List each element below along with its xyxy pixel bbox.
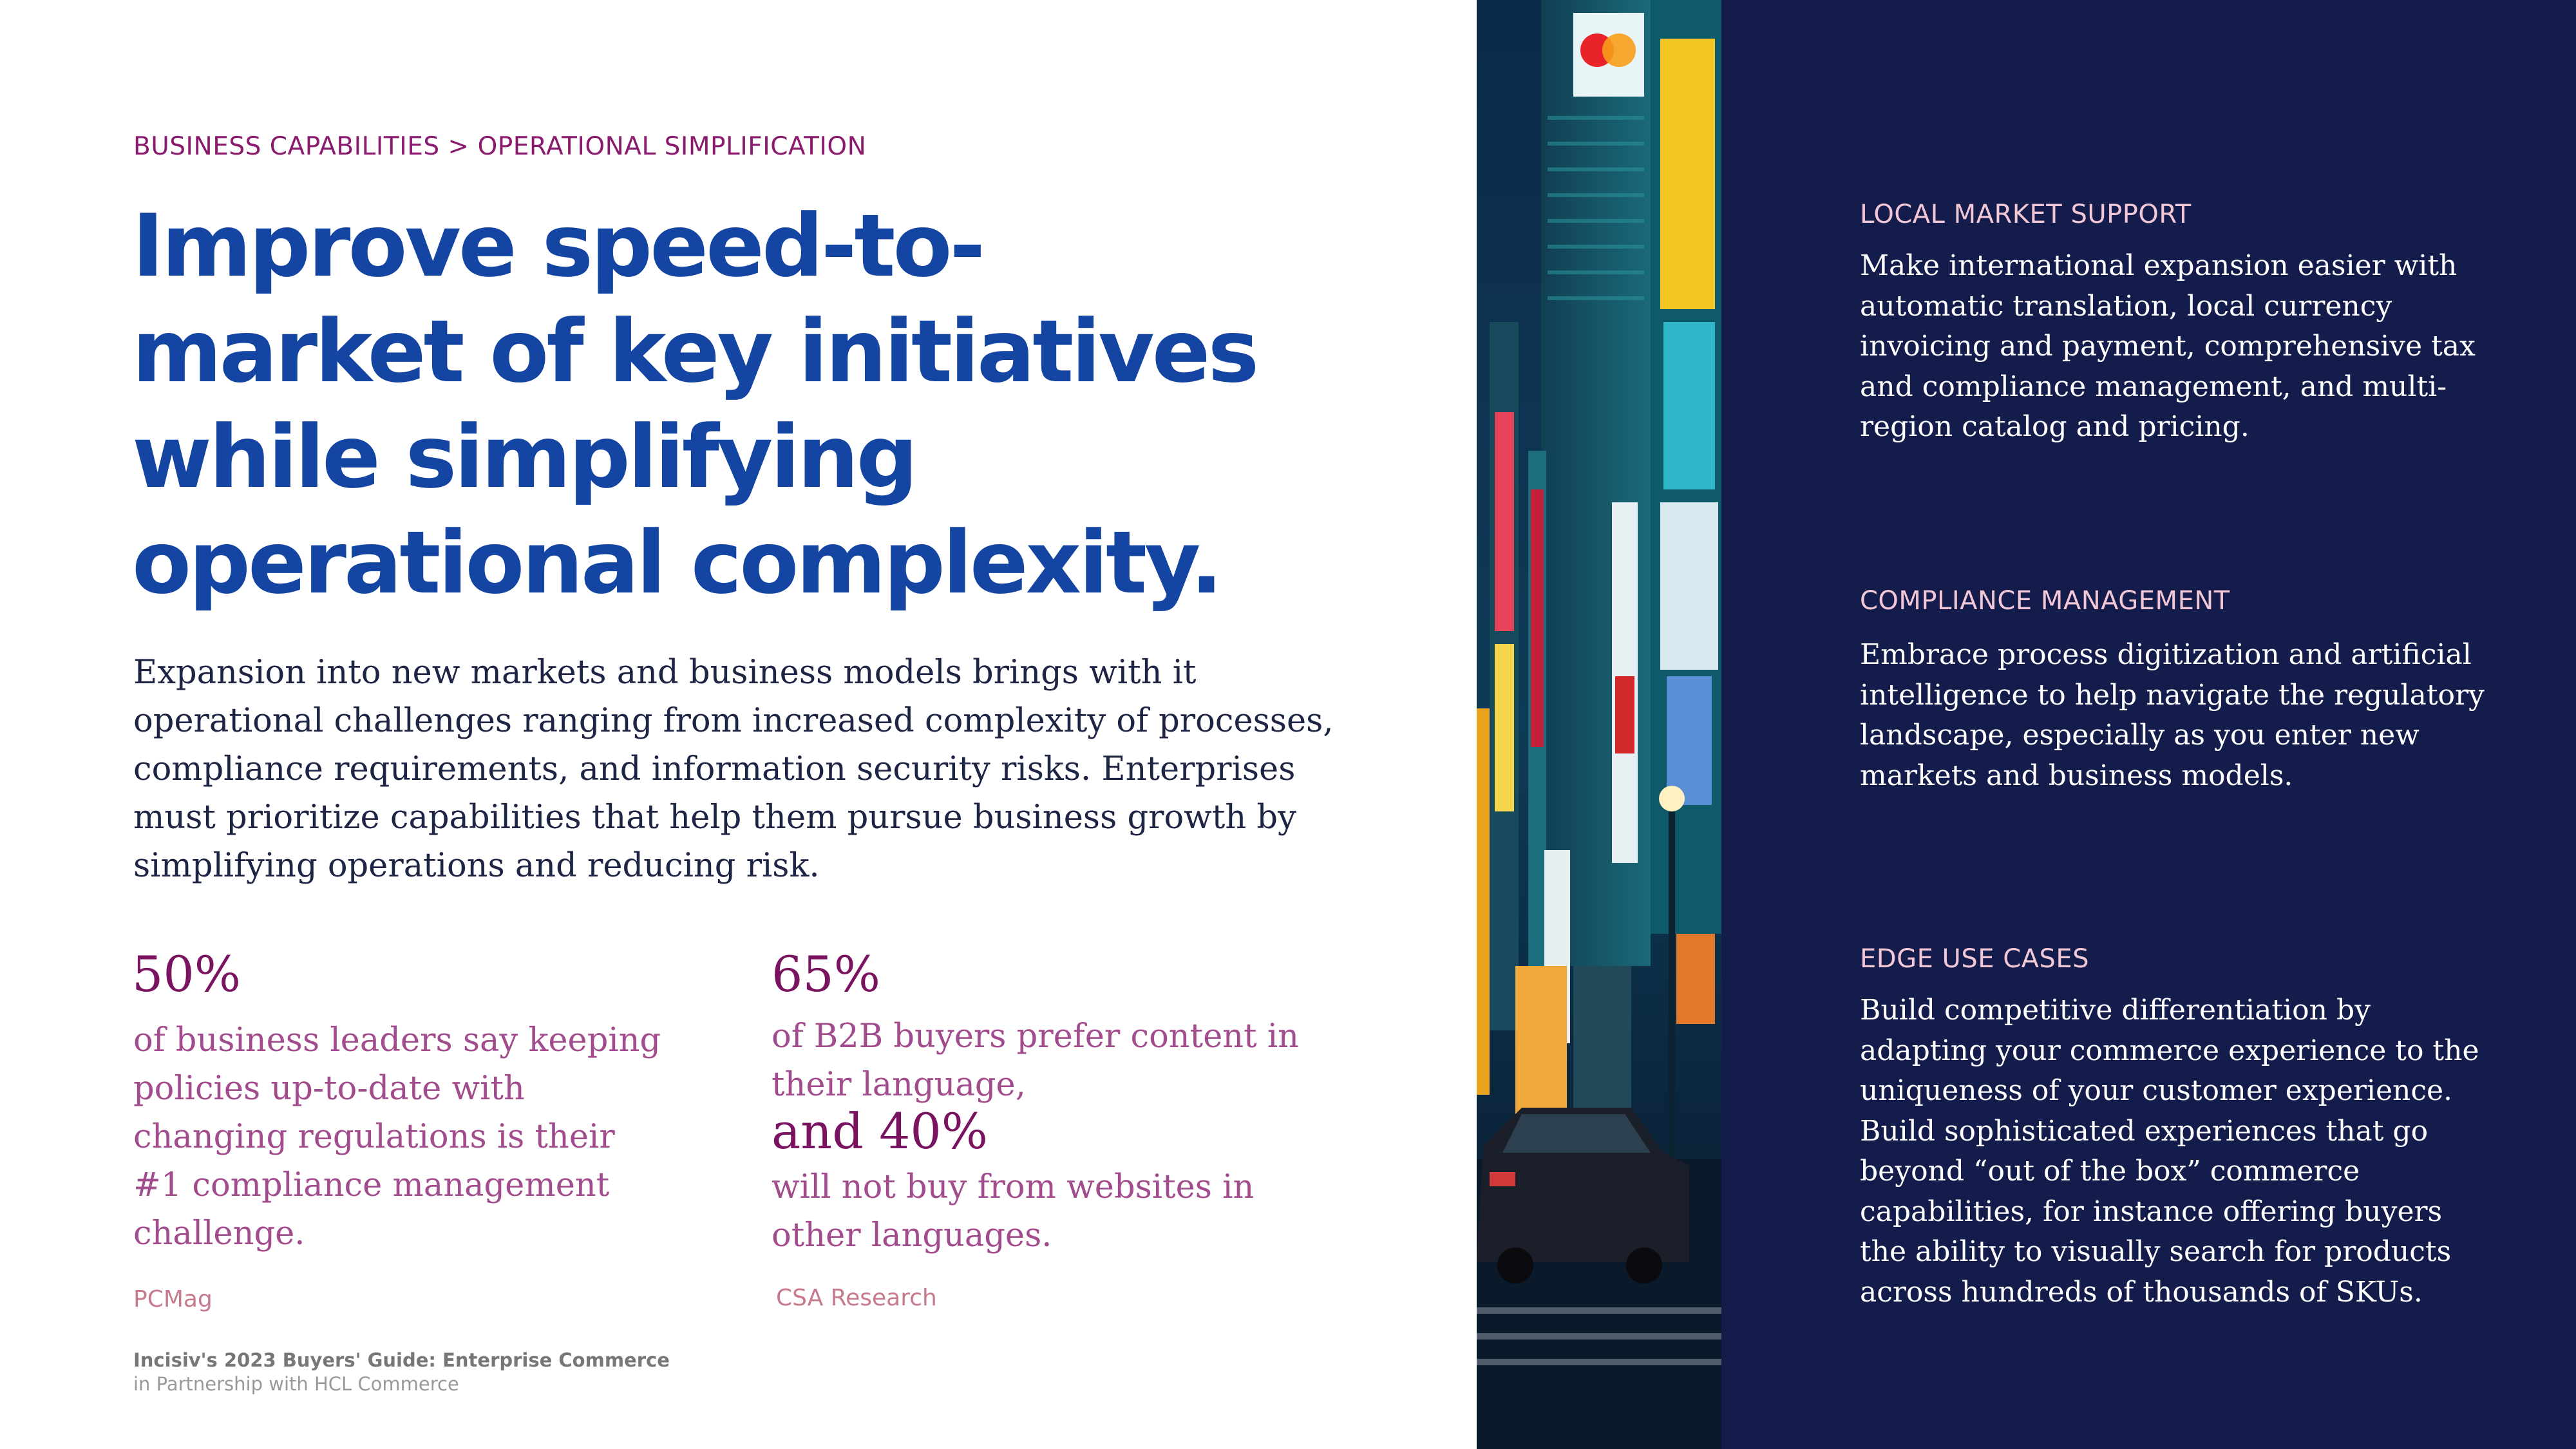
stat-value-right: 65% (772, 945, 880, 1003)
intro-line: simplifying operations and reducing risk… (133, 847, 820, 885)
section-line: invoicing and payment, comprehensive tax (1860, 330, 2476, 363)
page-title: Improve speed-to- market of key initiati… (132, 193, 1356, 616)
stat-line: other languages. (772, 1217, 1052, 1255)
section-body-edge-use-cases: Build competitive differentiation by ada… (1860, 990, 2479, 1312)
intro-line: must prioritize capabilities that help t… (133, 799, 1296, 837)
section-line: across hundreds of thousands of SKUs. (1860, 1275, 2423, 1309)
stat-line: policies up-to-date with (133, 1070, 525, 1108)
stat-line: of B2B buyers prefer content in (772, 1018, 1300, 1056)
section-title-edge-use-cases: EDGE USE CASES (1860, 944, 2090, 974)
section-line: the ability to visually search for produ… (1860, 1235, 2452, 1268)
stat-line: their language, (772, 1066, 1026, 1104)
headline-line: while simplifying (132, 407, 918, 507)
intro-line: compliance requirements, and information… (133, 750, 1296, 788)
section-line: Embrace process digitization and artific… (1860, 638, 2472, 671)
footer-publication: Incisiv's 2023 Buyers' Guide: Enterprise… (133, 1349, 670, 1371)
section-title-local-market-support: LOCAL MARKET SUPPORT (1860, 200, 2192, 229)
stat-line: of business leaders say keeping (133, 1021, 661, 1059)
section-body-compliance-management: Embrace process digitization and artific… (1860, 635, 2485, 796)
section-line: and compliance management, and multi- (1860, 370, 2447, 403)
headline-line: market of key initiatives (132, 301, 1259, 402)
section-line: landscape, especially as you enter new (1860, 719, 2420, 752)
breadcrumb: BUSINESS CAPABILITIES > OPERATIONAL SIMP… (133, 132, 867, 161)
stat-line: #1 compliance management (133, 1166, 610, 1204)
intro-line: operational challenges ranging from incr… (133, 702, 1334, 740)
headline-line: Improve speed-to- (132, 196, 985, 296)
section-title-compliance-management: COMPLIANCE MANAGEMENT (1860, 586, 2230, 616)
intro-line: Expansion into new markets and business … (133, 654, 1197, 692)
section-line: Build competitive differentiation by (1860, 994, 2371, 1027)
intro-paragraph: Expansion into new markets and business … (133, 649, 1338, 890)
section-line: markets and business models. (1860, 759, 2293, 792)
capabilities-panel: LOCAL MARKET SUPPORT Make international … (1721, 0, 2576, 1449)
section-line: capabilities, for instance offering buye… (1860, 1195, 2443, 1228)
section-line: adapting your commerce experience to the (1860, 1034, 2479, 1067)
stat-text-right-b: will not buy from websites in other lang… (772, 1163, 1254, 1260)
stat-line: changing regulations is their (133, 1118, 615, 1156)
section-line: Build sophisticated experiences that go (1860, 1114, 2429, 1148)
stat-line: challenge. (133, 1215, 305, 1253)
section-line: intelligence to help navigate the regula… (1860, 678, 2485, 712)
stat-source-right: CSA Research (776, 1285, 937, 1311)
stat-value-left: 50% (132, 945, 241, 1003)
section-line: beyond “out of the box” commerce (1860, 1155, 2360, 1188)
section-line: uniqueness of your customer experience. (1860, 1074, 2453, 1107)
city-street-photo (1477, 0, 1721, 1449)
section-body-local-market-support: Make international expansion easier with… (1860, 246, 2476, 448)
stat-line: will not buy from websites in (772, 1168, 1255, 1206)
stat-text-right-a: of B2B buyers prefer content in their la… (772, 1012, 1299, 1109)
stat-source-left: PCMag (133, 1286, 213, 1312)
section-line: region catalog and pricing. (1860, 410, 2249, 443)
headline-line: operational complexity. (132, 513, 1223, 613)
section-line: Make international expansion easier with (1860, 249, 2458, 282)
stat-value-right-b: and 40% (772, 1103, 988, 1160)
section-line: automatic translation, local currency (1860, 289, 2392, 323)
footer-partnership: in Partnership with HCL Commerce (133, 1373, 459, 1395)
stat-text-left: of business leaders say keeping policies… (133, 1016, 661, 1258)
